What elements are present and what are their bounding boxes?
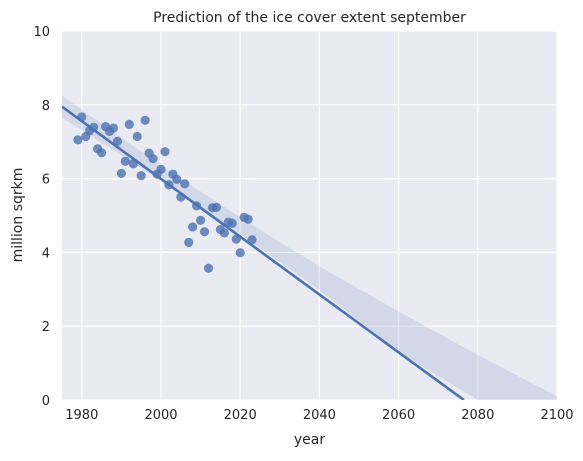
data-point — [128, 159, 138, 169]
data-point — [188, 222, 198, 232]
data-point — [184, 237, 194, 248]
y-tick-labels: 0 2 4 6 8 10 — [33, 25, 50, 409]
data-point — [231, 234, 241, 244]
data-point — [203, 263, 214, 273]
data-point — [112, 136, 123, 146]
x-tick-labels: 1980 2000 2020 2040 2060 2080 2100 — [65, 408, 573, 423]
x-tick-label: 2020 — [224, 408, 257, 423]
x-tick-label: 1980 — [65, 408, 98, 423]
x-tick-label: 2060 — [382, 408, 415, 423]
data-points — [73, 112, 257, 273]
data-point — [227, 218, 237, 228]
data-point — [247, 235, 257, 245]
plot-area — [62, 31, 557, 400]
data-point — [172, 174, 182, 184]
data-point — [136, 171, 146, 181]
y-tick-label: 0 — [42, 394, 50, 409]
data-point — [164, 180, 174, 190]
data-point — [89, 122, 99, 132]
data-point — [243, 214, 253, 224]
y-tick-label: 10 — [33, 25, 50, 40]
y-axis-label: million sqrkm — [10, 168, 26, 263]
data-point — [192, 201, 202, 211]
data-point — [124, 119, 134, 129]
data-point — [180, 179, 190, 189]
data-point — [176, 192, 186, 202]
data-point — [211, 202, 222, 212]
chart-title: Prediction of the ice cover extent septe… — [153, 10, 466, 26]
y-tick-label: 4 — [42, 246, 50, 261]
y-tick-label: 8 — [42, 99, 50, 114]
data-point — [235, 248, 245, 258]
data-point — [140, 115, 150, 125]
x-axis-label: year — [294, 432, 325, 448]
data-point — [160, 147, 170, 157]
data-point — [77, 112, 87, 122]
data-point — [97, 148, 107, 158]
regression-line-group — [62, 105, 465, 400]
data-point — [120, 156, 130, 166]
data-point — [116, 168, 126, 179]
x-tick-label: 2100 — [540, 408, 573, 423]
y-tick-label: 6 — [42, 173, 50, 188]
x-tick-label: 2080 — [461, 408, 494, 423]
data-point — [73, 135, 83, 145]
regression-line — [62, 105, 465, 400]
x-tick-label: 2040 — [303, 408, 336, 423]
data-point — [196, 215, 206, 225]
x-tick-label: 2000 — [144, 408, 177, 423]
data-point — [219, 228, 229, 238]
data-point — [199, 227, 210, 237]
data-point — [156, 164, 166, 174]
data-point — [108, 123, 119, 133]
y-tick-label: 2 — [42, 320, 50, 335]
data-point — [148, 154, 158, 164]
data-point — [132, 131, 142, 142]
